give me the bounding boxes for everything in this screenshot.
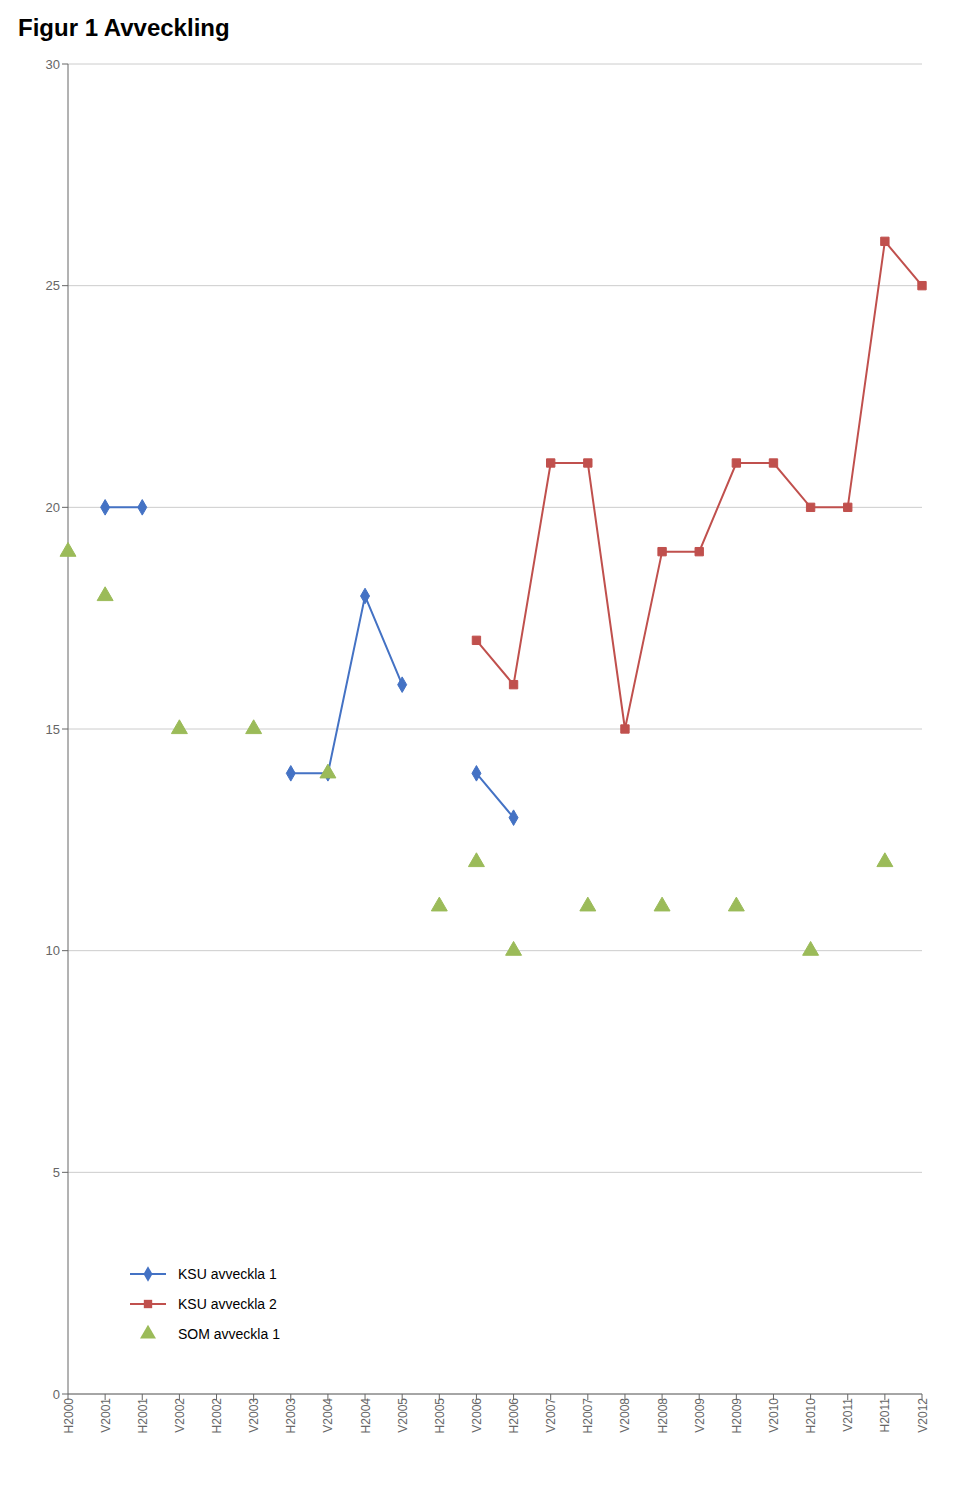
svg-text:30: 30: [46, 57, 60, 72]
svg-text:15: 15: [46, 722, 60, 737]
svg-text:V2009: V2009: [693, 1398, 707, 1433]
svg-text:V2006: V2006: [470, 1398, 484, 1433]
html-text:KSU avveckla 2: KSU avveckla 2: [178, 1296, 277, 1312]
svg-text:H2007: H2007: [581, 1398, 595, 1434]
svg-text:V2008: V2008: [618, 1398, 632, 1433]
svg-text:V2001: V2001: [99, 1398, 113, 1433]
svg-text:10: 10: [46, 943, 60, 958]
svg-text:H2005: H2005: [433, 1398, 447, 1434]
svg-text:H2002: H2002: [210, 1398, 224, 1434]
svg-text:25: 25: [46, 278, 60, 293]
svg-text:V2005: V2005: [396, 1398, 410, 1433]
svg-text:V2010: V2010: [767, 1398, 781, 1433]
svg-text:V2002: V2002: [173, 1398, 187, 1433]
svg-text:V2004: V2004: [321, 1398, 335, 1433]
svg-text:V2007: V2007: [544, 1398, 558, 1433]
svg-text:H2001: H2001: [136, 1398, 150, 1434]
svg-text:H2011: H2011: [878, 1398, 892, 1433]
html-text:Figur 1 Avveckling: Figur 1 Avveckling: [18, 14, 230, 41]
svg-text:5: 5: [53, 1165, 60, 1180]
svg-text:0: 0: [53, 1387, 60, 1402]
svg-text:H2010: H2010: [804, 1398, 818, 1434]
svg-text:V2011: V2011: [841, 1398, 855, 1432]
html-text:KSU avveckla 1: KSU avveckla 1: [178, 1266, 277, 1282]
svg-text:V2003: V2003: [247, 1398, 261, 1433]
svg-text:H2008: H2008: [656, 1398, 670, 1434]
svg-text:H2003: H2003: [284, 1398, 298, 1434]
svg-text:V2012: V2012: [916, 1398, 930, 1433]
svg-text:H2000: H2000: [62, 1398, 76, 1434]
html-text:SOM avveckla 1: SOM avveckla 1: [178, 1326, 280, 1342]
svg-text:20: 20: [46, 500, 60, 515]
svg-text:H2009: H2009: [730, 1398, 744, 1434]
svg-text:H2004: H2004: [359, 1398, 373, 1434]
svg-text:H2006: H2006: [507, 1398, 521, 1434]
